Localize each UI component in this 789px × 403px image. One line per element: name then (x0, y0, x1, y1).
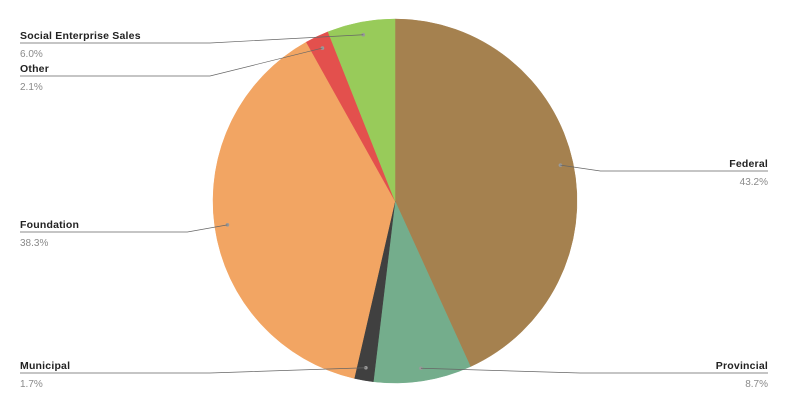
leader-line-federal (560, 164, 768, 172)
slice-percent-social-enterprise-sales: 6.0% (20, 49, 43, 60)
pie-slice-federal[interactable] (394, 18, 578, 367)
leader-line-municipal (20, 367, 366, 374)
leader-line-foundation (20, 224, 228, 233)
slice-label-federal: Federal (729, 158, 768, 170)
leader-dot-social-enterprise-sales (361, 32, 366, 37)
leader-dot-municipal (364, 365, 368, 370)
slice-label-other: Other (20, 63, 49, 75)
slice-percent-provincial: 8.7% (745, 379, 768, 390)
slice-percent-other: 2.1% (20, 82, 43, 93)
leader-lines (20, 32, 768, 374)
slice-percent-municipal: 1.7% (20, 379, 43, 390)
slice-label-provincial: Provincial (716, 360, 768, 372)
slice-label-foundation: Foundation (20, 219, 79, 231)
pie-slice-provincial[interactable] (373, 200, 471, 384)
pie-slice-foundation[interactable] (212, 41, 396, 379)
slice-percent-foundation: 38.3% (20, 238, 48, 249)
slice-labels: Federal 43.2% Provincial 8.7% Municipal 1.7% F… (20, 30, 768, 390)
pie-slice-social-enterprise-sales[interactable] (327, 18, 396, 202)
slice-percent-federal: 43.2% (740, 177, 768, 188)
leader-line-other (20, 47, 323, 77)
pie-slices (212, 18, 578, 384)
slice-label-municipal: Municipal (20, 360, 70, 372)
slice-label-social-enterprise-sales: Social Enterprise Sales (20, 30, 141, 42)
leader-line-provincial (420, 367, 768, 374)
leader-line-social-enterprise-sales (20, 34, 364, 44)
